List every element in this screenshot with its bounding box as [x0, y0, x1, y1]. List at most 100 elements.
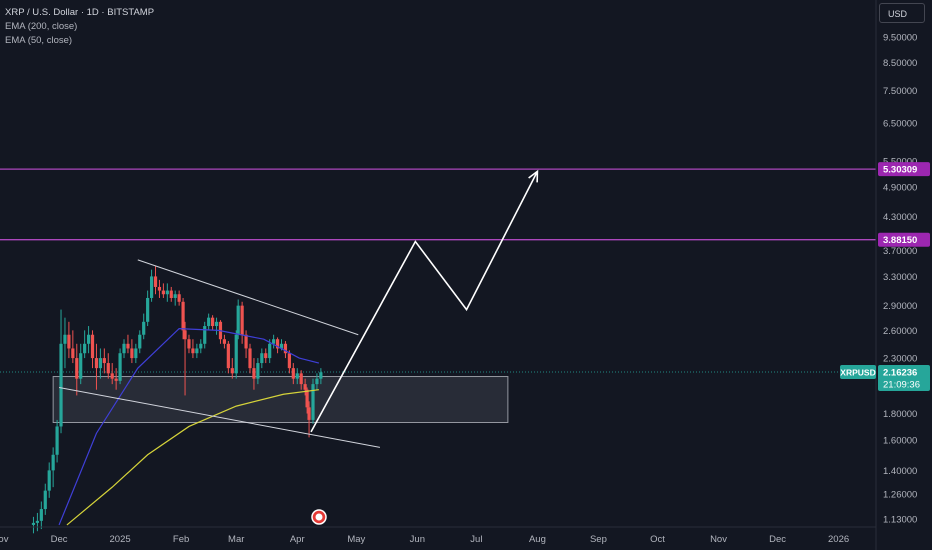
candle[interactable] [319, 372, 323, 379]
candle[interactable] [222, 339, 227, 344]
candle[interactable] [83, 343, 87, 354]
candle[interactable] [63, 334, 67, 344]
candle[interactable] [211, 317, 215, 327]
candle[interactable] [177, 294, 181, 302]
indicator-ema-200[interactable]: EMA (200, close) [5, 21, 78, 32]
candle[interactable] [181, 301, 185, 331]
candle[interactable] [90, 334, 95, 359]
channel-upper-line[interactable] [137, 259, 359, 336]
candle[interactable] [114, 378, 118, 381]
candle[interactable] [122, 343, 126, 354]
candle[interactable] [315, 378, 319, 385]
candle[interactable] [214, 321, 219, 327]
candle[interactable] [146, 297, 150, 322]
candle[interactable] [287, 353, 291, 369]
candle[interactable] [165, 290, 169, 295]
candle[interactable] [283, 343, 288, 354]
candle[interactable] [67, 334, 71, 349]
candle[interactable] [94, 358, 99, 369]
candle[interactable] [268, 343, 272, 359]
candle[interactable] [236, 305, 240, 335]
candle[interactable] [106, 363, 110, 374]
candle[interactable] [47, 470, 51, 491]
candle[interactable] [153, 276, 158, 287]
candle[interactable] [311, 384, 315, 420]
candle[interactable] [203, 326, 207, 344]
candle[interactable] [169, 290, 173, 298]
candle[interactable] [75, 358, 79, 379]
candle[interactable] [79, 353, 83, 379]
projection-path[interactable] [310, 171, 539, 433]
candle[interactable] [55, 426, 59, 455]
candle[interactable] [35, 520, 40, 523]
candle[interactable] [240, 305, 244, 335]
candle[interactable] [191, 348, 195, 354]
candle[interactable] [110, 373, 114, 379]
x-tick-label: Nov [710, 534, 727, 545]
candle[interactable] [299, 373, 303, 385]
candle[interactable] [71, 348, 75, 359]
candle[interactable] [264, 353, 268, 359]
candle[interactable] [307, 407, 311, 420]
candle[interactable] [86, 334, 91, 344]
candle[interactable] [275, 339, 280, 349]
ema-lines [58, 328, 320, 526]
currency-button[interactable]: USD [879, 3, 925, 23]
candle[interactable] [195, 348, 199, 354]
candle[interactable] [173, 294, 177, 298]
y-tick-label: 2.30000 [883, 354, 917, 365]
x-tick-label: May [347, 534, 365, 545]
candle[interactable] [118, 353, 122, 381]
current-price-label-box [878, 365, 930, 392]
candle[interactable] [252, 368, 256, 379]
candle[interactable] [130, 348, 134, 359]
candle[interactable] [226, 343, 230, 369]
candle[interactable] [98, 358, 102, 369]
candle[interactable] [234, 334, 238, 374]
y-tick-label: 1.80000 [883, 409, 917, 420]
candle[interactable] [256, 363, 260, 379]
ema-200-line [66, 389, 319, 526]
candle[interactable] [138, 334, 142, 349]
candle[interactable] [305, 389, 309, 408]
candle[interactable] [279, 343, 284, 349]
candle[interactable] [134, 348, 138, 359]
support-zone-box[interactable] [52, 376, 509, 424]
y-tick-label: 3.70000 [883, 246, 917, 257]
y-tick-label: 6.50000 [883, 119, 917, 130]
candle[interactable] [39, 509, 43, 521]
candle[interactable] [248, 348, 252, 369]
candle[interactable] [291, 368, 295, 379]
channel-lower-line[interactable] [58, 386, 381, 448]
candle[interactable] [207, 317, 211, 327]
y-tick-label: 1.60000 [883, 436, 917, 447]
candle[interactable] [161, 290, 165, 295]
price-label-box [878, 232, 930, 247]
candle[interactable] [43, 490, 47, 510]
candle[interactable] [126, 343, 130, 349]
candle[interactable] [183, 330, 187, 340]
chart-legend: XRP / U.S. Dollar · 1D · BITSTAMP EMA (2… [5, 6, 154, 48]
candle[interactable] [142, 321, 146, 335]
candle[interactable] [59, 343, 63, 427]
indicator-ema-50[interactable]: EMA (50, close) [5, 35, 73, 46]
candle[interactable] [272, 339, 276, 344]
current-price-text: 2.16236 [883, 368, 917, 379]
candle[interactable] [230, 368, 234, 374]
candle[interactable] [51, 454, 55, 471]
x-tick-label: Feb [173, 534, 189, 545]
candle[interactable] [187, 339, 191, 349]
candle[interactable] [260, 353, 264, 364]
candle[interactable] [157, 286, 162, 291]
x-tick-label: Apr [290, 534, 305, 545]
candle[interactable] [149, 276, 154, 298]
candle[interactable] [102, 358, 106, 364]
candle[interactable] [303, 384, 307, 390]
candle[interactable] [244, 334, 248, 349]
candle[interactable] [199, 343, 203, 349]
candle[interactable] [31, 522, 36, 525]
candle[interactable] [295, 373, 299, 379]
